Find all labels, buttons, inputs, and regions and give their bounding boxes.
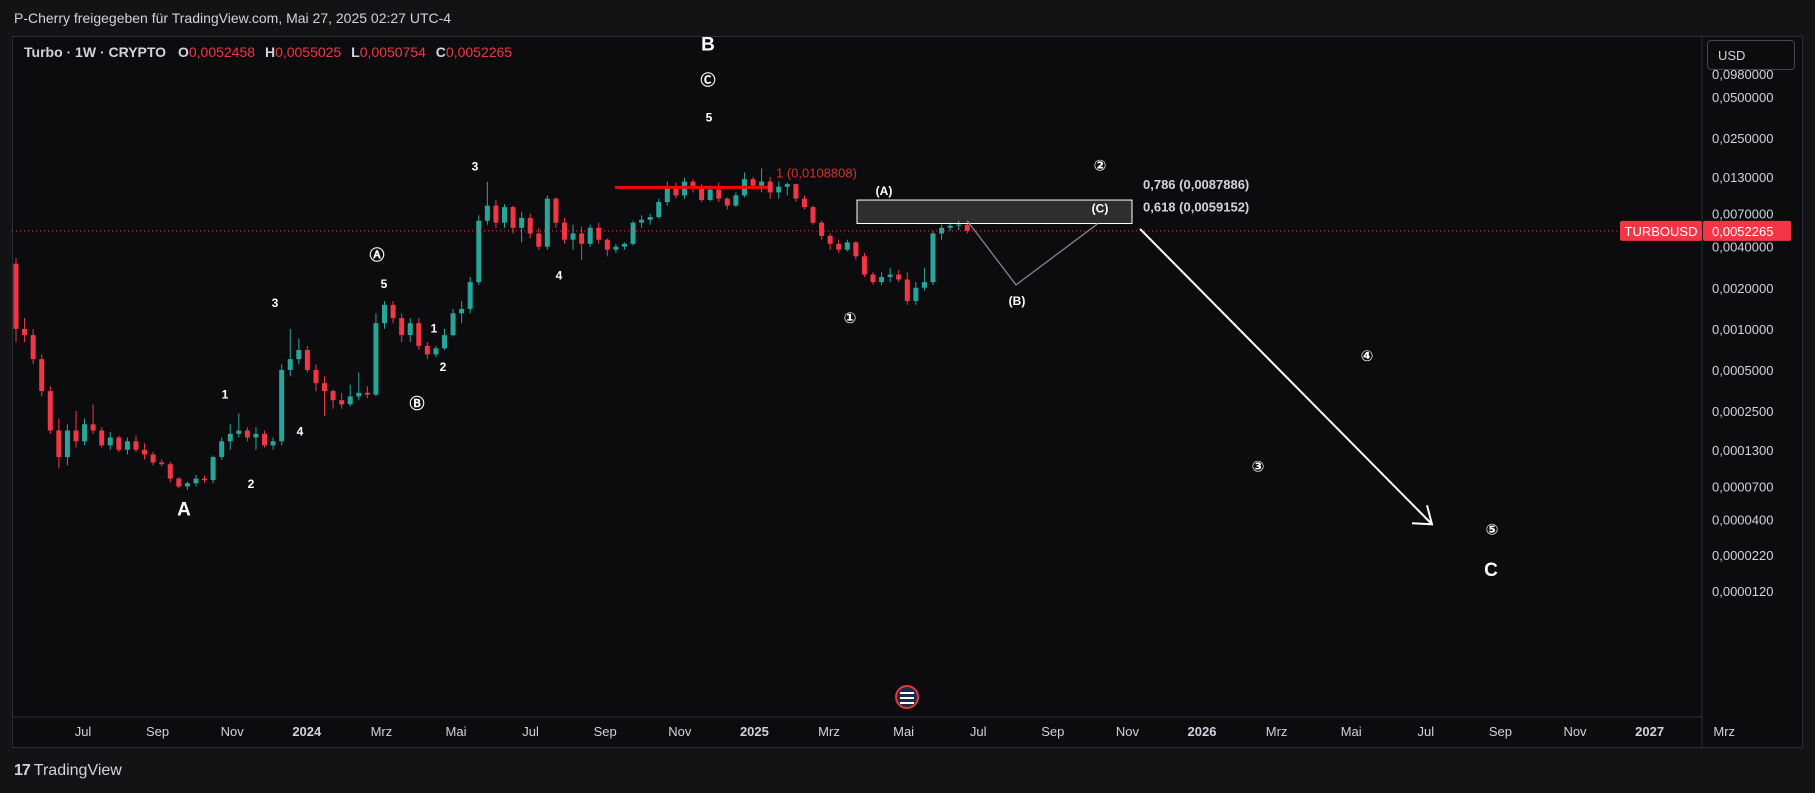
ohlc-legend: Turbo · 1W · CRYPTO O0,0052458 H0,005502… xyxy=(24,44,518,60)
chart-frame[interactable] xyxy=(12,36,1803,748)
low-label: L xyxy=(351,44,360,60)
tradingview-logo-icon: 17 xyxy=(14,762,31,779)
symbol-label[interactable]: Turbo · 1W · CRYPTO xyxy=(24,44,167,60)
close-value: 0,0052265 xyxy=(445,44,513,60)
publisher-line: P-Cherry freigegeben für TradingView.com… xyxy=(0,0,1815,36)
tradingview-logo[interactable]: 17 TradingView xyxy=(14,762,122,780)
high-value: 0,0055025 xyxy=(275,44,342,60)
footer-bar xyxy=(0,749,1815,793)
open-value: 0,0052458 xyxy=(188,44,256,60)
currency-button[interactable]: USD xyxy=(1707,40,1795,70)
high-label: H xyxy=(264,44,276,60)
tradingview-brand: TradingView xyxy=(33,762,122,779)
low-value: 0,0050754 xyxy=(359,44,426,60)
close-label: C xyxy=(435,44,446,60)
open-label: O xyxy=(177,44,189,60)
